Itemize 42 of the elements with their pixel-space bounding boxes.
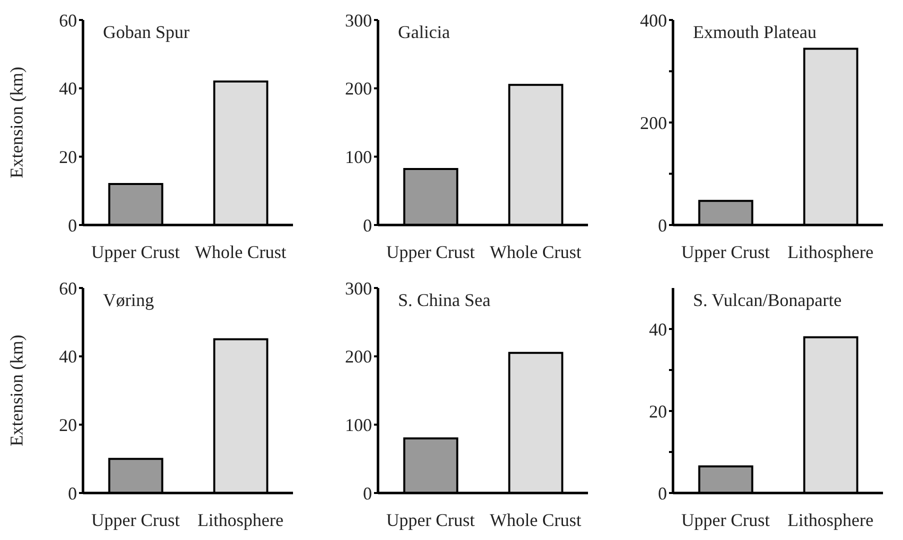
x-tick-label: Lithosphere xyxy=(788,242,874,262)
y-tick-label: 100 xyxy=(345,415,372,436)
y-tick-label: 0 xyxy=(658,483,667,504)
y-tick-label: 60 xyxy=(59,10,77,30)
y-tick-label: 20 xyxy=(649,401,667,422)
y-tick-label: 0 xyxy=(363,215,372,236)
y-tick-label: 100 xyxy=(345,147,372,168)
x-tick-label: Upper Crust xyxy=(681,510,770,530)
y-axis-title: Extension (km) xyxy=(6,66,26,178)
x-tick-label: Upper Crust xyxy=(681,242,770,262)
x-tick-label: Lithosphere xyxy=(198,510,284,530)
chart-title: S. Vulcan/Bonaparte xyxy=(693,290,842,311)
chart-title: Goban Spur xyxy=(103,22,190,43)
y-tick-label: 0 xyxy=(658,215,667,236)
y-tick-label: 300 xyxy=(345,278,372,298)
y-tick-label: 200 xyxy=(640,112,667,133)
x-tick-label: Upper Crust xyxy=(386,510,475,530)
chart-title: Vøring xyxy=(103,290,154,311)
x-tick-label: Whole Crust xyxy=(194,242,286,262)
y-tick-label: 0 xyxy=(68,215,77,236)
chart-title: Galicia xyxy=(398,22,450,43)
y-tick-label: 400 xyxy=(640,10,667,30)
y-tick-label: 300 xyxy=(345,10,372,30)
x-tick-label: Whole Crust xyxy=(490,510,582,530)
x-tick-label: Whole Crust xyxy=(490,242,582,262)
x-tick-label: Upper Crust xyxy=(91,510,180,530)
y-tick-label: 40 xyxy=(59,346,77,367)
y-tick-label: 40 xyxy=(59,78,77,99)
y-tick-label: 20 xyxy=(59,147,77,168)
y-tick-label: 200 xyxy=(345,346,372,367)
y-tick-label: 0 xyxy=(363,483,372,504)
y-tick-label: 200 xyxy=(345,78,372,99)
y-axis-title: Extension (km) xyxy=(6,334,26,446)
y-tick-label: 40 xyxy=(649,319,667,340)
chart-title: Exmouth Plateau xyxy=(693,22,816,43)
y-tick-label: 60 xyxy=(59,278,77,298)
y-tick-label: 20 xyxy=(59,415,77,436)
x-tick-label: Upper Crust xyxy=(91,242,180,262)
x-tick-label: Upper Crust xyxy=(386,242,475,262)
y-tick-label: 0 xyxy=(68,483,77,504)
x-tick-label: Lithosphere xyxy=(788,510,874,530)
chart-title: S. China Sea xyxy=(398,290,490,311)
